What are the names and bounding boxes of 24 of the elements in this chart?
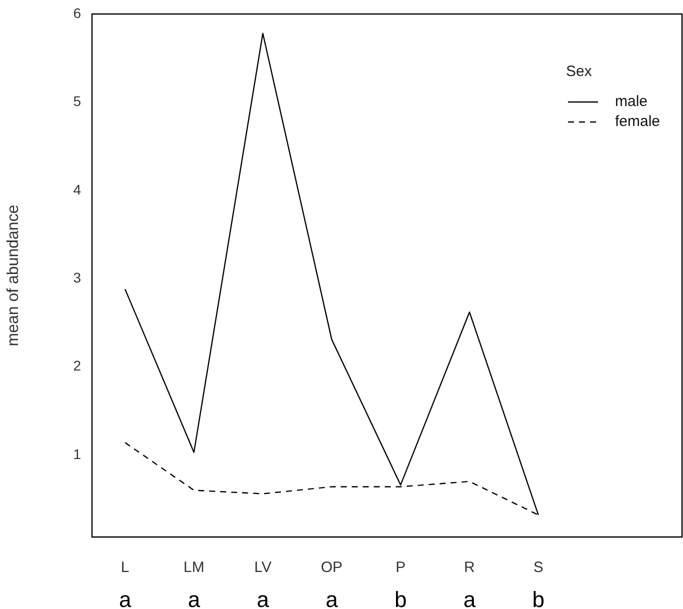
legend-label: male — [615, 93, 648, 110]
text: a — [463, 587, 476, 609]
x-tick-label: P — [396, 559, 406, 576]
x-tick-label: OP — [320, 559, 343, 576]
text: a — [118, 587, 132, 609]
legend-title: Sex — [566, 63, 592, 80]
y-axis-title: mean of abundance — [5, 204, 22, 346]
x-tick-label: LM — [184, 559, 204, 576]
y-tick-label: 5 — [73, 93, 82, 110]
x-tick-label: R — [464, 559, 476, 576]
text: b — [394, 587, 407, 609]
y-tick-label: 3 — [73, 269, 82, 286]
y-tick-label: 2 — [73, 358, 82, 374]
x-tick-label: L — [120, 559, 130, 576]
x-tick-label: S — [533, 559, 544, 576]
y-tick-label: 6 — [73, 4, 82, 21]
text: a — [256, 587, 270, 609]
y-tick-label: 4 — [73, 181, 82, 198]
legend-label: female — [615, 113, 660, 130]
text: a — [188, 587, 201, 609]
x-tick-label: LV — [254, 559, 272, 576]
text: a — [326, 587, 339, 609]
y-tick-label: 1 — [73, 446, 82, 462]
text: b — [532, 587, 544, 609]
